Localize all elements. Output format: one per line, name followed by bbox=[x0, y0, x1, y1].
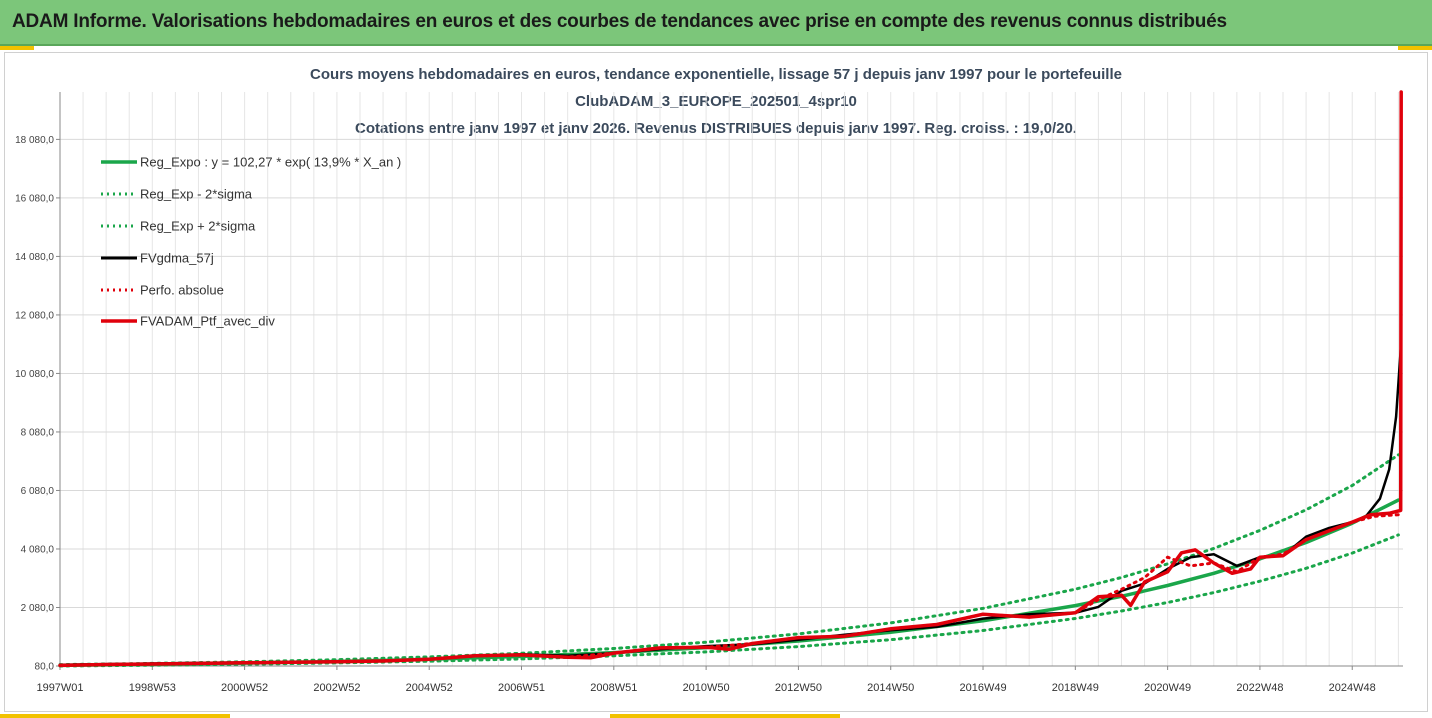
x-tick-label: 2016W49 bbox=[959, 682, 1006, 694]
accent-bar-bottom-2 bbox=[610, 714, 840, 718]
legend: Reg_Expo : y = 102,27 * exp( 13,9% * X_a… bbox=[101, 155, 401, 329]
accent-bar-right bbox=[1398, 46, 1432, 50]
legend-label: Reg_Exp - 2*sigma bbox=[140, 187, 253, 202]
x-tick-label: 2014W50 bbox=[867, 682, 914, 694]
x-tick-label: 2008W51 bbox=[590, 682, 637, 694]
y-tick-label: 4 080,0 bbox=[21, 544, 55, 555]
y-tick-label: 16 080,0 bbox=[15, 193, 54, 204]
x-tick-label: 2024W48 bbox=[1329, 682, 1376, 694]
x-tick-label: 2006W51 bbox=[498, 682, 545, 694]
y-tick-label: 2 080,0 bbox=[21, 603, 55, 614]
chart-title-line-2: ClubADAM_3_EUROPE_202501_4spr10 bbox=[575, 93, 857, 110]
accent-bar-left bbox=[0, 46, 34, 50]
x-tick-label: 1998W53 bbox=[129, 682, 176, 694]
chart-title-line-1: Cours moyens hebdomadaires en euros, ten… bbox=[310, 66, 1122, 83]
legend-label: Reg_Exp + 2*sigma bbox=[140, 219, 256, 234]
x-tick-label: 2020W49 bbox=[1144, 682, 1191, 694]
y-tick-label: 12 080,0 bbox=[15, 310, 54, 321]
x-tick-label: 2010W50 bbox=[683, 682, 730, 694]
series-fvgdma-57j bbox=[58, 348, 1402, 667]
y-tick-label: 6 080,0 bbox=[21, 486, 55, 497]
x-tick-label: 2000W52 bbox=[221, 682, 268, 694]
series-lines bbox=[58, 90, 1403, 668]
series-fvadam-ptf-avec-div bbox=[58, 90, 1403, 668]
legend-label: FVADAM_Ptf_avec_div bbox=[140, 314, 275, 329]
banner-title: ADAM Informe. Valorisations hebdomadaire… bbox=[12, 11, 1227, 32]
chart-title-line-3: Cotations entre janv 1997 et janv 2026. … bbox=[355, 120, 1077, 137]
grid bbox=[59, 92, 1403, 667]
legend-label: FVgdma_57j bbox=[140, 251, 214, 266]
series-reg-exp-plus-2sigma bbox=[58, 453, 1400, 667]
x-tick-label: 2004W52 bbox=[406, 682, 453, 694]
chart-frame bbox=[4, 52, 1428, 712]
x-tick-label: 2022W48 bbox=[1236, 682, 1283, 694]
x-tick-label: 2018W49 bbox=[1052, 682, 1099, 694]
y-tick-label: 14 080,0 bbox=[15, 252, 54, 263]
x-tick-label: 2002W52 bbox=[313, 682, 360, 694]
series-reg-exp-minus-2sigma bbox=[58, 533, 1400, 668]
y-tick-label: 80,0 bbox=[35, 662, 55, 673]
y-axis: 80,0 2 080,0 4 080,0 6 080,0 8 080,0 10 080,0… bbox=[15, 92, 61, 673]
x-axis: 1997W01 1998W53 2000W52 2002W52 2004W52 2006W… bbox=[36, 665, 1403, 694]
x-tick-label: 2012W50 bbox=[775, 682, 822, 694]
y-tick-label: 8 080,0 bbox=[21, 427, 55, 438]
y-tick-label: 10 080,0 bbox=[15, 369, 54, 380]
x-tick-label: 1997W01 bbox=[36, 682, 83, 694]
legend-label: Perfo. absolue bbox=[140, 283, 224, 298]
y-tick-label: 18 080,0 bbox=[15, 135, 54, 146]
legend-label: Reg_Expo : y = 102,27 * exp( 13,9% * X_a… bbox=[140, 155, 401, 170]
accent-bar-bottom bbox=[0, 714, 230, 718]
title-banner: ADAM Informe. Valorisations hebdomadaire… bbox=[0, 0, 1432, 46]
